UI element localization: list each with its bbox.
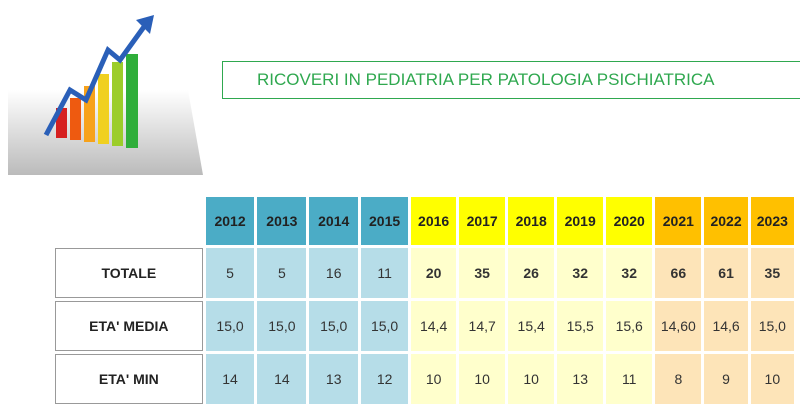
table-cell: 9 (704, 354, 747, 404)
column-header: 2019 (557, 197, 603, 245)
column-header: 2013 (257, 197, 306, 245)
title: RICOVERI IN PEDIATRIA PER PATOLOGIA PSIC… (222, 61, 800, 99)
column-header: 2018 (508, 197, 554, 245)
table-cell: 15,6 (606, 301, 652, 351)
table-cell: 61 (704, 248, 747, 298)
table-cell: 8 (655, 354, 701, 404)
column-header: 2020 (606, 197, 652, 245)
page: RICOVERI IN PEDIATRIA PER PATOLOGIA PSIC… (0, 0, 800, 414)
table-cell: 35 (459, 248, 505, 298)
table-cell: 35 (751, 248, 794, 298)
row-label: ETA' MIN (55, 354, 203, 404)
table-cell: 15,0 (206, 301, 255, 351)
column-header: 2014 (309, 197, 358, 245)
table-cell: 11 (606, 354, 652, 404)
table-cell: 20 (411, 248, 456, 298)
table-cell: 10 (411, 354, 456, 404)
table-cell: 15,0 (751, 301, 794, 351)
table-cell: 5 (257, 248, 306, 298)
column-header: 2022 (704, 197, 747, 245)
table-cell: 5 (206, 248, 255, 298)
table-cell: 15,4 (508, 301, 554, 351)
table-cell: 15,0 (361, 301, 408, 351)
corner-cell (55, 197, 203, 245)
table-cell: 14,4 (411, 301, 456, 351)
row-label: ETA' MEDIA (55, 301, 203, 351)
row-label: TOTALE (55, 248, 203, 298)
table-cell: 14 (257, 354, 306, 404)
column-header: 2021 (655, 197, 701, 245)
column-header: 2016 (411, 197, 456, 245)
table-cell: 11 (361, 248, 408, 298)
column-header: 2023 (751, 197, 794, 245)
column-header: 2017 (459, 197, 505, 245)
column-header: 2015 (361, 197, 408, 245)
table-cell: 14,60 (655, 301, 701, 351)
table-cell: 14,7 (459, 301, 505, 351)
table-cell: 13 (557, 354, 603, 404)
table-cell: 15,5 (557, 301, 603, 351)
table-cell: 32 (606, 248, 652, 298)
table-cell: 15,0 (257, 301, 306, 351)
table-cell: 26 (508, 248, 554, 298)
table-cell: 66 (655, 248, 701, 298)
table-cell: 15,0 (309, 301, 358, 351)
table-cell: 10 (459, 354, 505, 404)
table-cell: 12 (361, 354, 408, 404)
growth-chart-icon (8, 10, 208, 190)
table-cell: 14 (206, 354, 255, 404)
table-cell: 16 (309, 248, 358, 298)
table-cell: 10 (751, 354, 794, 404)
table-cell: 10 (508, 354, 554, 404)
table-cell: 14,6 (704, 301, 747, 351)
column-header: 2012 (206, 197, 255, 245)
table-cell: 32 (557, 248, 603, 298)
table-cell: 13 (309, 354, 358, 404)
